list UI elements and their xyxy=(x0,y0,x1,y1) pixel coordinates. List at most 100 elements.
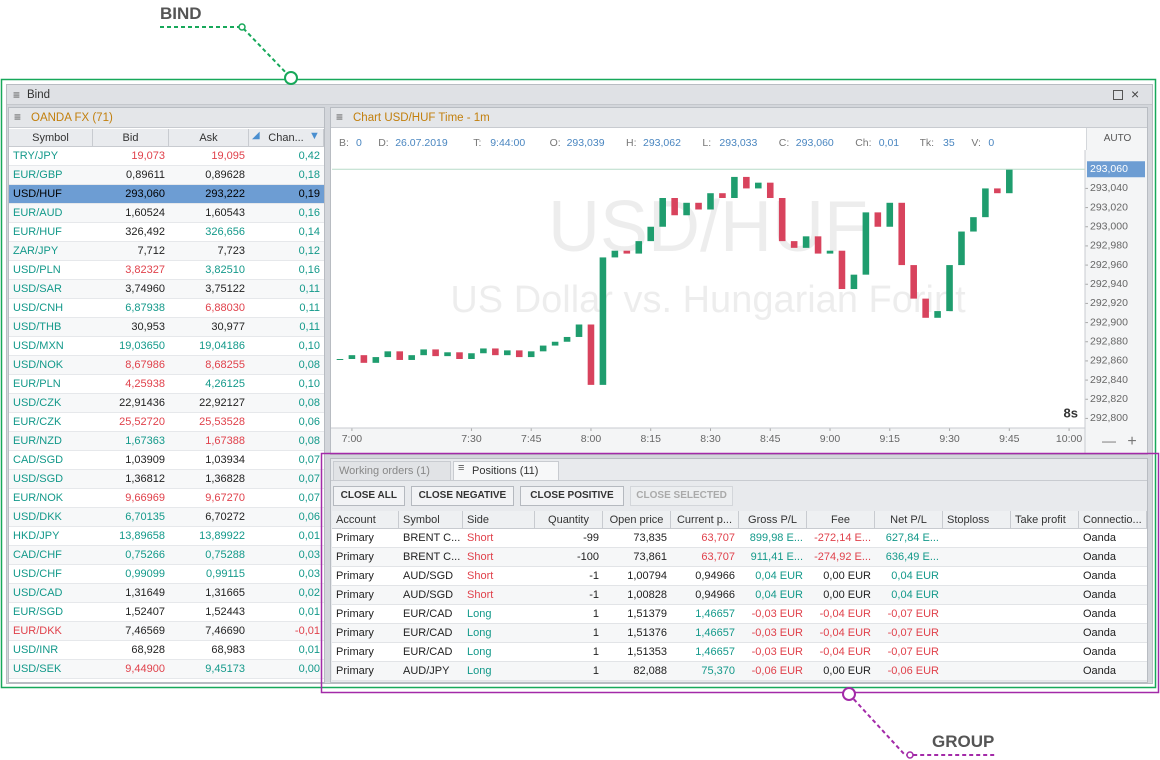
watchlist-row[interactable]: ZAR/JPY 7,712 7,723 0,12 xyxy=(9,242,324,261)
watchlist-cell: 19,073 xyxy=(131,150,165,162)
watchlist-cell: 0,89611 xyxy=(126,169,165,181)
watchlist-row[interactable]: EUR/CZK 25,52720 25,53528 0,06 xyxy=(9,413,324,432)
position-row[interactable]: Primary BRENT C... Short -99 73,835 63,707 899… xyxy=(332,529,1147,548)
position-cell: Short xyxy=(467,551,494,563)
watchlist-row[interactable]: EUR/GBP 0,89611 0,89628 0,18 xyxy=(9,166,324,185)
position-row[interactable]: Primary AUD/JPY Long 1 82,088 75,370 -0,06 EUR… xyxy=(332,662,1147,681)
position-cell: 1,46657 xyxy=(695,608,735,620)
watchlist-panel: ≡ OANDA FX (71) Symbol Bid Ask Chan... ▼ ◢ TRY/J… xyxy=(8,107,325,683)
watchlist-row[interactable]: USD/SAR 3,74960 3,75122 0,11 xyxy=(9,280,324,299)
watchlist-row[interactable]: USD/SEK 9,44900 9,45173 0,00 xyxy=(9,660,324,679)
position-row[interactable]: Primary AUD/SGD Short -1 1,00828 0,94966 0,04 … xyxy=(332,586,1147,605)
column-header[interactable]: Ask xyxy=(169,129,249,147)
watchlist-row[interactable]: USD/DKK 6,70135 6,70272 0,06 xyxy=(9,508,324,527)
watchlist-row[interactable]: EUR/HUF 326,492 326,656 0,14 xyxy=(9,223,324,242)
column-header[interactable]: Symbol xyxy=(9,129,93,147)
watchlist-row[interactable]: CAD/SGD 1,03909 1,03934 0,07 xyxy=(9,451,324,470)
sort-icon[interactable]: ◢ xyxy=(252,130,260,141)
candle xyxy=(659,198,666,227)
watchlist-cell: USD/CZK xyxy=(13,397,62,409)
tab[interactable]: Working orders (1) xyxy=(333,461,451,480)
candle xyxy=(336,359,344,360)
watchlist-row[interactable]: USD/CAD 1,31649 1,31665 0,02 xyxy=(9,584,324,603)
position-row[interactable]: Primary EUR/CAD Long 1 1,51353 1,46657 -0,03 E… xyxy=(332,643,1147,662)
x-tick-label: 8:45 xyxy=(760,433,781,445)
y-tick-label: 292,840 xyxy=(1090,374,1128,386)
column-header[interactable]: Current p... xyxy=(671,511,739,529)
candle xyxy=(492,348,499,356)
position-cell: Short xyxy=(467,589,494,601)
position-cell: 0,94966 xyxy=(695,589,735,601)
zoom-out[interactable]: — xyxy=(1102,433,1116,449)
column-header[interactable]: Account xyxy=(332,511,399,529)
column-header[interactable]: Symbol xyxy=(399,511,463,529)
candle xyxy=(671,198,678,216)
button[interactable]: CLOSE POSITIVE xyxy=(520,486,624,506)
watchlist-row[interactable]: EUR/NZD 1,67363 1,67388 0,08 xyxy=(9,432,324,451)
column-header[interactable]: Stoploss xyxy=(943,511,1011,529)
candle xyxy=(575,324,583,337)
watchlist-cell: 0,99115 xyxy=(206,568,245,580)
position-cell: -0,07 EUR xyxy=(887,646,939,658)
position-row[interactable]: Primary EUR/CAD Long 1 1,51379 1,46657 -0,03 E… xyxy=(332,605,1147,624)
watchlist-row[interactable]: EUR/AUD 1,60524 1,60543 0,16 xyxy=(9,204,324,223)
watchlist-row[interactable]: CAD/CHF 0,75266 0,75288 0,03 xyxy=(9,546,324,565)
tab-icon: ≡ xyxy=(458,462,465,474)
column-header[interactable]: Connectio... xyxy=(1079,511,1147,529)
candle xyxy=(372,357,380,363)
panel-header: ≡ OANDA FX (71) xyxy=(9,108,324,128)
position-cell: 1 xyxy=(592,608,599,620)
watchlist-row[interactable]: USD/MXN 19,03650 19,04186 0,10 xyxy=(9,337,324,356)
watchlist-row[interactable]: EUR/NOK 9,66969 9,67270 0,07 xyxy=(9,489,324,508)
watchlist-cell: 1,67388 xyxy=(205,435,245,447)
menu-icon[interactable]: ≡ xyxy=(14,110,22,124)
button[interactable]: CLOSE ALL xyxy=(333,486,405,506)
column-header[interactable]: Bid xyxy=(93,129,169,147)
position-cell: Short xyxy=(467,570,494,582)
position-cell: 0,94966 xyxy=(695,570,735,582)
watchlist-row[interactable]: HKD/JPY 13,89658 13,89922 0,01 xyxy=(9,527,324,546)
filter-icon[interactable]: ▼ xyxy=(309,130,320,142)
watchlist-cell: 3,75122 xyxy=(205,283,245,295)
watchlist-row[interactable]: USD/HUF 293,060 293,222 0,19 xyxy=(9,185,324,204)
position-cell: -0,03 EUR xyxy=(751,627,803,639)
watchlist-row[interactable]: USD/CNH 6,87938 6,88030 0,11 xyxy=(9,299,324,318)
watchlist-cell: 1,60524 xyxy=(125,207,165,219)
watchlist-row[interactable]: USD/THB 30,953 30,977 0,11 xyxy=(9,318,324,337)
watchlist-row[interactable]: USD/SGD 1,36812 1,36828 0,07 xyxy=(9,470,324,489)
zoom-in[interactable]: + xyxy=(1127,433,1136,450)
column-header[interactable]: Open price xyxy=(603,511,671,529)
watchlist-row[interactable]: TRY/JPY 19,073 19,095 0,42 xyxy=(9,147,324,166)
position-cell: Short xyxy=(467,532,494,544)
column-header[interactable]: Take profit xyxy=(1011,511,1079,529)
tab[interactable]: Positions (11) xyxy=(453,461,559,480)
position-cell: Primary xyxy=(336,608,374,620)
column-header[interactable]: Quantity xyxy=(535,511,603,529)
column-header[interactable]: Side xyxy=(463,511,535,529)
panel-title: OANDA FX (71) xyxy=(31,112,113,124)
watchlist-row[interactable]: EUR/SGD 1,52407 1,52443 0,01 xyxy=(9,603,324,622)
watchlist-row[interactable]: USD/INR 68,928 68,983 0,01 xyxy=(9,641,324,660)
watchlist-row[interactable]: USD/CHF 0,99099 0,99115 0,03 xyxy=(9,565,324,584)
candle xyxy=(635,241,643,254)
watchlist-row[interactable]: EUR/DKK 7,46569 7,46690 -0,01 xyxy=(9,622,324,641)
last-price-label: 293,060 xyxy=(1090,163,1128,175)
column-header[interactable]: Net P/L xyxy=(875,511,943,529)
position-row[interactable]: Primary EUR/CAD Long 1 1,51376 1,46657 -0,03 E… xyxy=(332,624,1147,643)
watchlist-row[interactable]: USD/PLN 3,82327 3,82510 0,16 xyxy=(9,261,324,280)
column-header[interactable]: Gross P/L xyxy=(739,511,807,529)
position-row[interactable]: Primary BRENT C... Short -100 73,861 63,707 91… xyxy=(332,548,1147,567)
position-row[interactable]: Primary AUD/SGD Short -1 1,00794 0,94966 0,04 … xyxy=(332,567,1147,586)
candle xyxy=(874,212,882,227)
y-tick-label: 292,800 xyxy=(1090,412,1128,424)
watchlist-row[interactable]: USD/NOK 8,67986 8,68255 0,08 xyxy=(9,356,324,375)
position-cell: 0,00 EUR xyxy=(823,589,871,601)
button[interactable]: CLOSE NEGATIVE xyxy=(410,486,515,506)
column-header[interactable]: Fee xyxy=(807,511,875,529)
menu-icon[interactable]: ≡ xyxy=(336,110,344,124)
watchlist-row[interactable]: EUR/PLN 4,25938 4,26125 0,10 xyxy=(9,375,324,394)
watchlist-cell: 0,06 xyxy=(298,416,320,428)
x-tick-label: 10:00 xyxy=(1056,433,1082,445)
candle xyxy=(408,355,415,360)
watchlist-row[interactable]: USD/CZK 22,91436 22,92127 0,08 xyxy=(9,394,324,413)
